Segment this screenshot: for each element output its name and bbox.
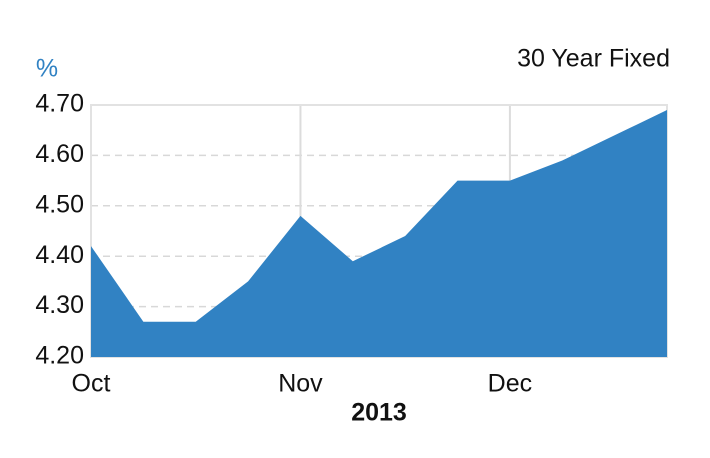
x-tick-label: Dec — [488, 370, 532, 398]
area — [91, 110, 667, 357]
y-unit: % — [36, 55, 58, 83]
y-tick-label: 4.40 — [35, 241, 84, 269]
y-tick-label: 4.70 — [35, 90, 84, 118]
x-axis-label: 2013 — [351, 399, 407, 427]
x-tick-label: Nov — [278, 370, 323, 398]
x-tick-label: Oct — [72, 370, 111, 398]
y-tick-label: 4.20 — [35, 342, 84, 370]
chart-title: 30 Year Fixed — [517, 45, 670, 73]
y-tick-label: 4.60 — [35, 140, 84, 168]
y-tick-label: 4.50 — [35, 190, 84, 218]
y-tick-label: 4.30 — [35, 291, 84, 319]
